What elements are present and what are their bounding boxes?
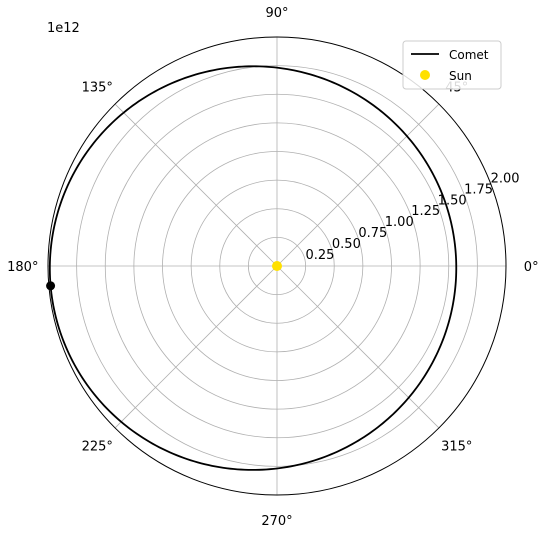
radial-tick-label-0: 0.25 (305, 248, 334, 263)
radial-tick-label-3: 1.00 (385, 215, 414, 230)
angular-gridline-3 (114, 103, 278, 267)
sun-point (272, 261, 282, 271)
radial-tick-label-4: 1.25 (411, 204, 440, 219)
angle-tick-label-3: 135° (82, 80, 113, 95)
angular-gridline-7 (276, 265, 440, 429)
polar-grid (47, 36, 507, 496)
angular-gridline-1 (276, 103, 440, 267)
angle-tick-label-5: 225° (82, 440, 113, 455)
comet-orbit-line (48, 65, 458, 471)
legend-sun-swatch (420, 70, 430, 80)
angle-tick-label-6: 270° (261, 514, 292, 529)
angle-tick-label-7: 315° (441, 440, 472, 455)
radial-tick-label-1: 0.50 (332, 237, 361, 252)
tick-labels: 0°45°90°135°180°225°270°315°0.250.500.75… (7, 6, 538, 529)
angle-tick-label-2: 90° (265, 6, 288, 21)
radial-tick-label-6: 1.75 (464, 182, 493, 197)
radial-tick-label-5: 1.50 (438, 193, 467, 208)
legend-sun-label: Sun (449, 69, 472, 83)
angle-tick-label-0: 0° (524, 260, 539, 275)
radial-tick-label-7: 2.00 (491, 171, 520, 186)
scale-multiplier-label: 1e12 (47, 21, 80, 36)
legend: Comet Sun (402, 40, 502, 90)
series-layer (46, 65, 458, 471)
comet-position-point (46, 281, 56, 291)
angle-tick-label-4: 180° (7, 260, 38, 275)
legend-comet-label: Comet (449, 48, 489, 62)
polar-spine (47, 36, 507, 496)
angular-gridline-5 (114, 265, 278, 429)
radial-tick-label-2: 0.75 (358, 226, 387, 241)
